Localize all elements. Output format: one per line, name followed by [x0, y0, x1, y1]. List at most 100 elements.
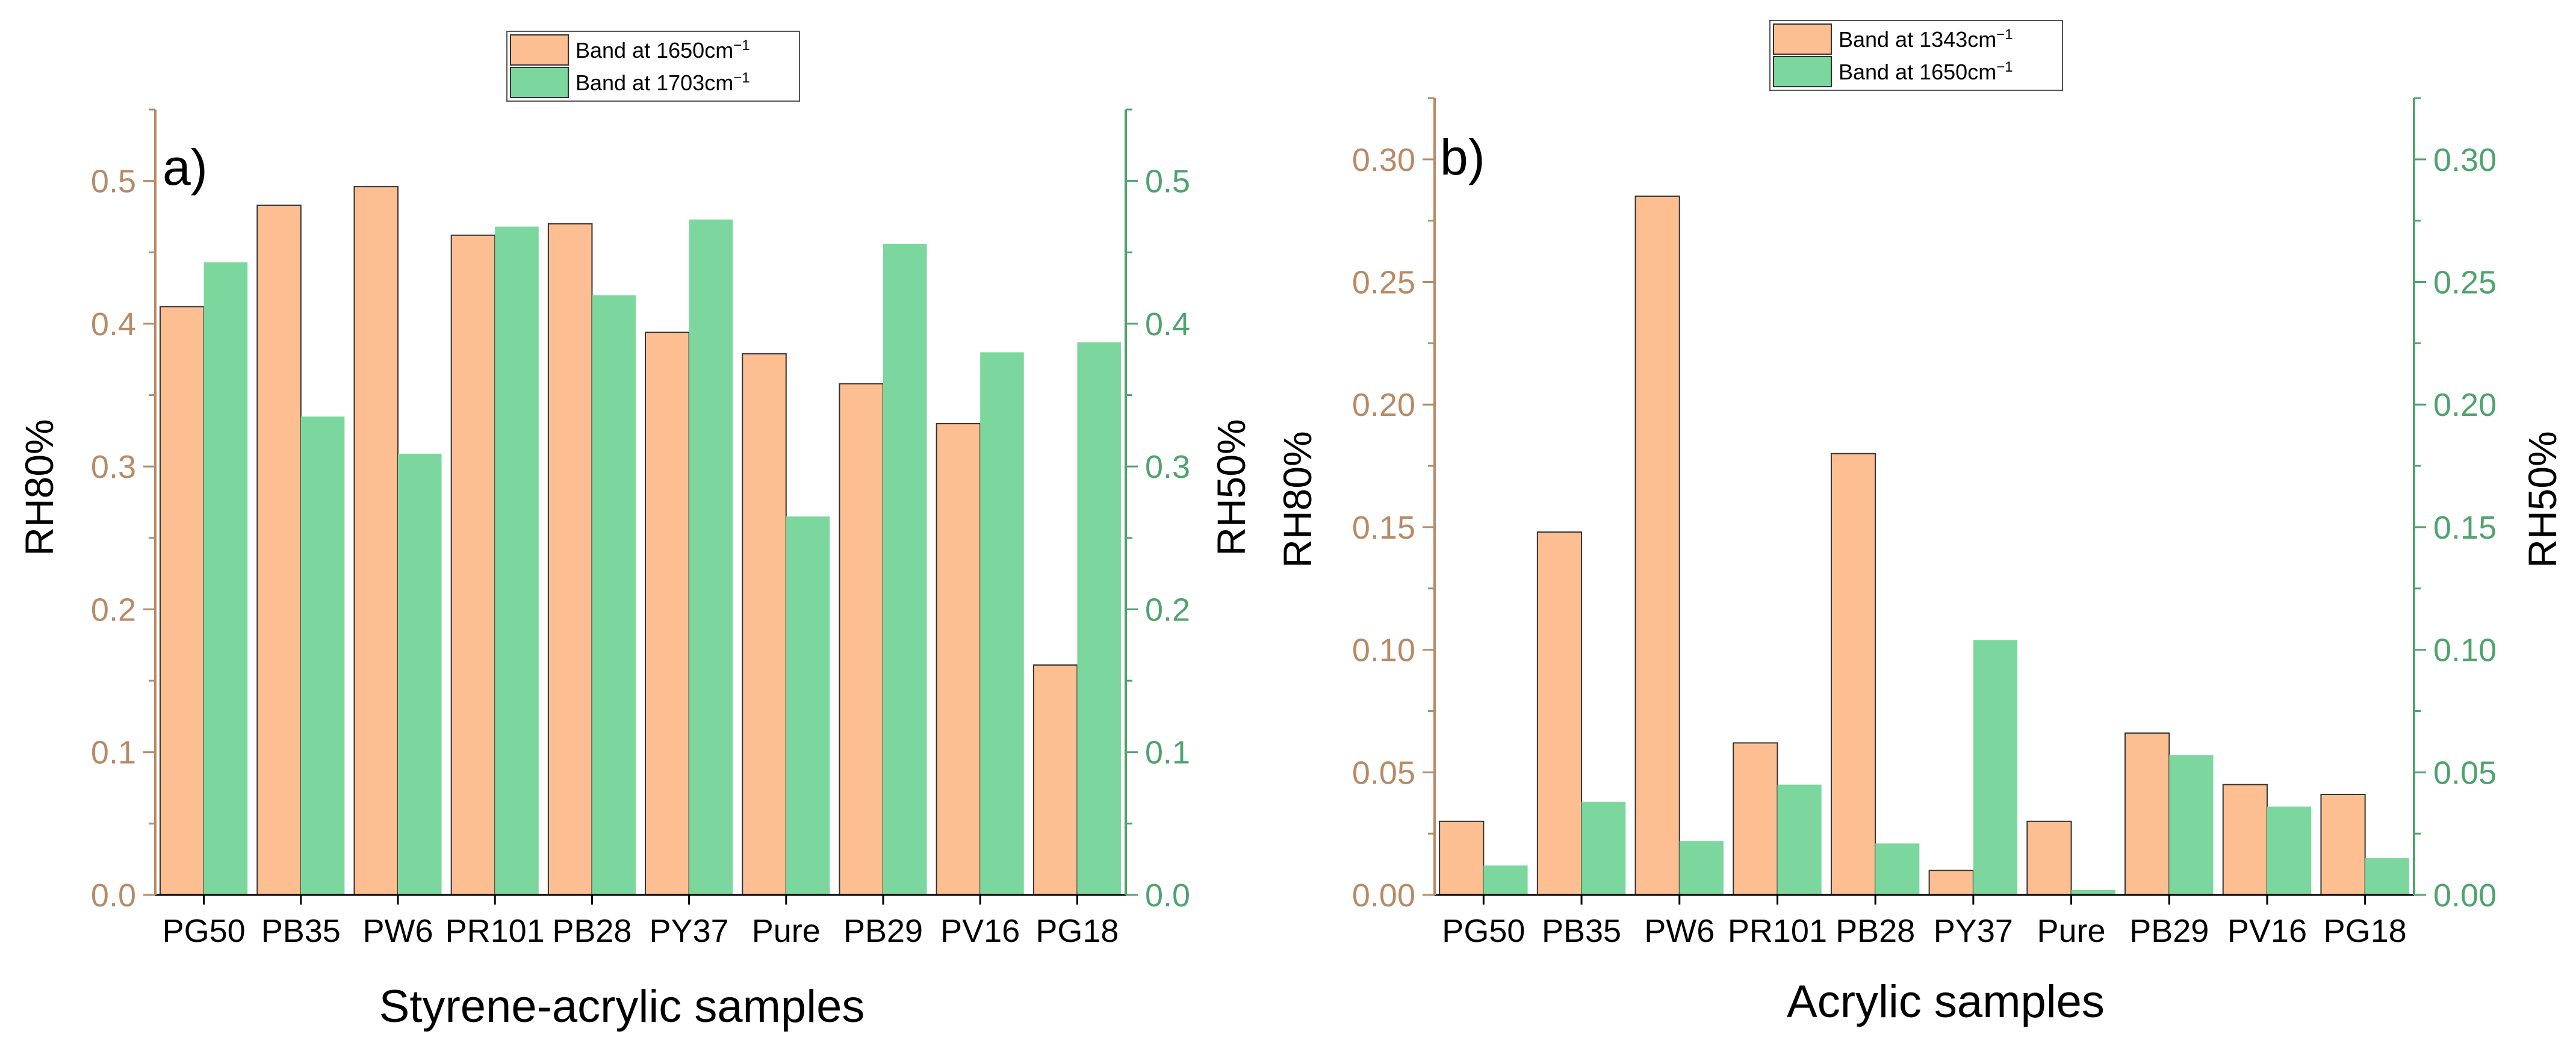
panel-a-bar-orange-pg50 [160, 306, 205, 896]
panel-a-bar-green-pure [786, 516, 830, 895]
panel-a-right-tick-label: 0.0 [1145, 877, 1190, 914]
panel-b-bar-orange-pb29 [2124, 732, 2170, 896]
panel-b-bar-green-pure [2071, 890, 2115, 895]
panel-b-right-tick-label: 0.00 [2433, 877, 2497, 914]
panel-b-left-tick-label: 0.05 [1352, 755, 1415, 791]
panel-b-x-tick-label: PB28 [1836, 913, 1915, 949]
panel-a-legend-label-1: Band at 1650cm−1 [576, 37, 750, 63]
panel-b-left-tick-label: 0.15 [1352, 510, 1415, 546]
panel-b-x-tick-label: PW6 [1644, 913, 1715, 949]
panel-b-bar-orange-pg50 [1439, 820, 1485, 896]
panel-b-chart: PG50 PB35 PW6 PR101 PB28 PY37 Pure PB29 PV16 PG18… [1275, 20, 2565, 1027]
panel-a-bar-orange-pg18 [1032, 664, 1078, 896]
panel-a-x-tick-label: PB29 [843, 913, 923, 949]
panel-b-left-tick-label: 0.25 [1352, 265, 1415, 301]
panel-b-x-tick-label: Pure [2037, 913, 2106, 949]
panel-b-bar-orange-py37 [1928, 870, 1974, 896]
panel-a-bar-green-pv16 [980, 352, 1024, 895]
panel-a-legend-label-2: Band at 1703cm−1 [576, 70, 750, 96]
panel-b-legend: Band at 1343cm−1 Band at 1650cm−1 [1769, 20, 2063, 91]
panel-a-bar-orange-pr101 [450, 234, 496, 896]
panel-a-left-tick-label: 0.5 [91, 164, 136, 200]
panel-a-right-y-axis: 0.0 0.1 0.2 0.3 0.4 0.5 [1125, 108, 1190, 914]
panel-a-right-tick-label: 0.2 [1145, 592, 1190, 628]
panel-b-x-tick-label: PB29 [2129, 913, 2209, 949]
panel-b-right-tick-label: 0.10 [2433, 633, 2497, 669]
panel-a-left-tick-label: 0.2 [91, 592, 136, 628]
panel-a-bar-orange-pb29 [839, 383, 884, 896]
panel-b-x-tick-label: PG50 [1442, 913, 1525, 949]
panel-b-bar-green-pw6 [1679, 841, 1724, 895]
panel-a-legend: Band at 1650cm−1 Band at 1703cm−1 [506, 31, 800, 102]
panel-b-y-axis-title: RH80% [1275, 431, 1320, 568]
panel-b-bar-orange-pw6 [1634, 195, 1680, 896]
panel-b-x-tick-label: PY37 [1934, 913, 2013, 949]
panel-a-bar-green-pg50 [203, 262, 248, 895]
panel-a-bar-orange-pb35 [256, 204, 302, 896]
panel-b-bar-orange-pg18 [2320, 793, 2366, 896]
panel-b-legend-swatch-1 [1773, 23, 1832, 55]
panel-b-right-tick-label: 0.05 [2433, 755, 2497, 791]
panel-a-bar-green-pb28 [592, 295, 636, 895]
panel-a-right-tick-label: 0.1 [1145, 735, 1190, 771]
panel-a-x-axis: PG50 PB35 PW6 PR101 PB28 PY37 Pure PB29 PV16 PG18 [155, 894, 1126, 949]
panel-b-bars [1439, 195, 2409, 896]
panel-b-right-tick-label: 0.15 [2433, 510, 2497, 546]
panel-a-bar-green-pw6 [398, 453, 442, 895]
panel-b-left-tick-label: 0.00 [1352, 877, 1415, 914]
panel-b-bar-orange-pure [2026, 820, 2072, 896]
panel-b-legend-swatch-2 [1773, 56, 1832, 87]
panel-b-x-axis: PG50 PB35 PW6 PR101 PB28 PY37 Pure PB29 PV16 PG18 [1435, 894, 2414, 949]
panel-a-bar-green-pg18 [1077, 342, 1121, 895]
panel-b-left-y-axis: 0.00 0.05 0.10 0.15 0.20 0.25 0.30 [1352, 97, 1436, 914]
panel-b-x-tick-label: PG18 [2324, 913, 2407, 949]
panel-b-label: b) [1440, 129, 1485, 185]
panel-a-bars [160, 186, 1121, 896]
panel-a-bar-orange-pure [742, 353, 787, 896]
panel-a-y2-axis-title: RH50% [1209, 419, 1253, 555]
panel-a-x-tick-label: PW6 [362, 913, 433, 949]
panel-b-bar-orange-pb35 [1536, 531, 1583, 896]
panel-a-legend-swatch-1 [510, 34, 569, 66]
panel-b-bar-orange-pr101 [1733, 742, 1778, 896]
panel-b-bar-green-py37 [1973, 640, 2018, 895]
panel-a-chart: PG50 PB35 PW6 PR101 PB28 PY37 Pure PB29 PV16 PG18… [17, 31, 1253, 1032]
panel-b-bar-green-pg50 [1483, 865, 1528, 895]
panel-a-left-y-axis: 0.0 0.1 0.2 0.3 0.4 0.5 [91, 108, 157, 914]
panel-a-x-tick-label: PY37 [650, 913, 729, 949]
panel-a-x-tick-label: PG50 [163, 913, 246, 949]
panel-a-bar-orange-py37 [645, 332, 690, 896]
panel-a-right-tick-label: 0.3 [1145, 449, 1190, 485]
panel-a-left-tick-label: 0.0 [91, 877, 136, 914]
panel-a-x-tick-label: PB35 [261, 913, 341, 949]
panel-b-right-y-axis: 0.00 0.05 0.10 0.15 0.20 0.25 0.30 [2413, 97, 2497, 914]
panel-a-left-tick-label: 0.3 [91, 449, 136, 485]
panel-a-bar-orange-pv16 [936, 423, 981, 896]
panel-b-x-tick-label: PV16 [2227, 913, 2307, 949]
panel-a-label: a) [163, 139, 208, 196]
panel-a-left-tick-label: 0.1 [91, 735, 136, 771]
panel-b-left-tick-label: 0.30 [1352, 142, 1415, 178]
panel-b-y2-axis-title: RH50% [2520, 431, 2565, 568]
panel-a-bar-orange-pw6 [353, 186, 399, 896]
panel-b-left-tick-label: 0.20 [1352, 387, 1415, 423]
panel-b-x-axis-title: Acrylic samples [1787, 976, 2105, 1027]
panel-a-x-tick-label: PV16 [940, 913, 1020, 949]
panel-a-x-tick-label: PG18 [1035, 913, 1119, 949]
panel-b-right-tick-label: 0.20 [2433, 387, 2497, 423]
panel-a-y-axis-title: RH80% [17, 419, 61, 555]
panel-b-bar-orange-pb28 [1830, 453, 1876, 896]
panel-b-right-tick-label: 0.25 [2433, 265, 2497, 301]
panel-b-right-tick-label: 0.30 [2433, 142, 2497, 178]
panel-a-x-tick-label: PR101 [445, 913, 545, 949]
panel-b-legend-label-2: Band at 1650cm−1 [1839, 59, 2013, 85]
panel-a-left-tick-label: 0.4 [91, 306, 136, 342]
panel-b-bar-green-pv16 [2267, 806, 2312, 895]
panel-b-bar-green-pb35 [1581, 802, 1626, 895]
panel-a-right-tick-label: 0.4 [1145, 306, 1190, 342]
panel-a-bar-green-pb29 [883, 244, 927, 895]
panel-b-x-tick-label: PB35 [1542, 913, 1621, 949]
panel-a-right-tick-label: 0.5 [1145, 164, 1190, 200]
panel-a-bar-orange-pb28 [547, 223, 593, 896]
